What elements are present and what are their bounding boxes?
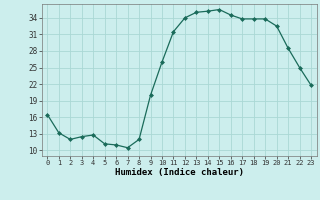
X-axis label: Humidex (Indice chaleur): Humidex (Indice chaleur) bbox=[115, 168, 244, 177]
